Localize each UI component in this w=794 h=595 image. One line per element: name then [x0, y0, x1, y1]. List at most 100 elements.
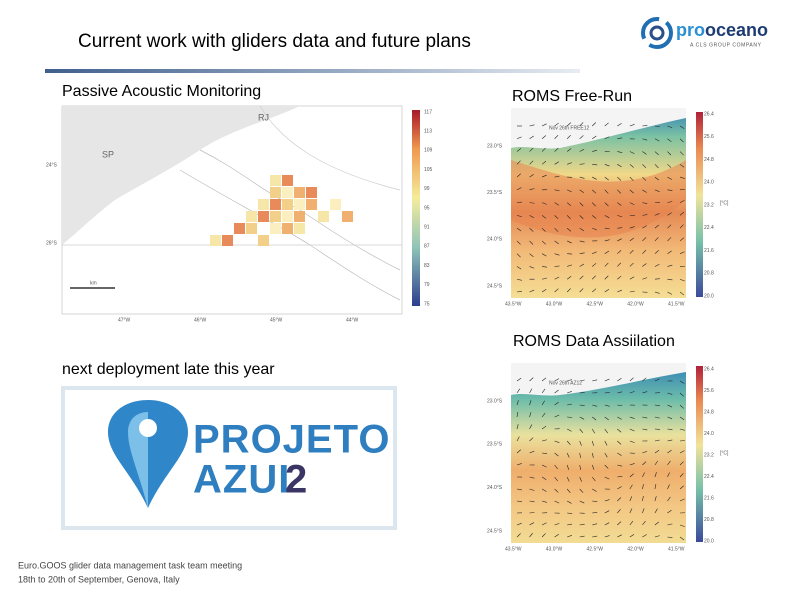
- current-arrow: [679, 536, 685, 541]
- current-arrow: [516, 201, 523, 203]
- current-arrow: [617, 464, 623, 467]
- current-arrow: [617, 123, 622, 127]
- current-arrow: [629, 377, 634, 382]
- current-arrow: [617, 262, 622, 267]
- colorbar-tick: 109: [424, 148, 433, 154]
- logo-swirl: [649, 25, 665, 41]
- current-arrow: [516, 522, 522, 526]
- current-arrow: [654, 404, 660, 407]
- current-arrow: [617, 509, 621, 514]
- current-arrow: [566, 227, 572, 232]
- current-arrow: [566, 464, 570, 470]
- current-arrow: [592, 523, 598, 526]
- current-arrow: [529, 522, 535, 526]
- current-arrow: [604, 440, 608, 446]
- current-arrow: [529, 450, 535, 454]
- current-arrow: [654, 250, 659, 254]
- current-arrow: [679, 450, 685, 454]
- current-arrow: [554, 202, 560, 206]
- logo-tagline: A CLS GROUP COMPANY: [690, 42, 762, 48]
- current-arrow: [529, 124, 535, 127]
- current-arrow: [542, 439, 547, 442]
- current-arrow: [654, 176, 660, 181]
- current-arrow: [592, 535, 598, 538]
- lon-label: 43.0°W: [546, 301, 563, 307]
- current-arrow: [679, 251, 685, 254]
- current-arrow: [554, 378, 560, 382]
- current-arrow: [604, 378, 610, 382]
- current-arrow: [642, 249, 647, 254]
- plot-title: Nov 26th FREE12: [549, 125, 590, 131]
- detection-cell: [210, 235, 221, 246]
- current-arrow: [654, 224, 659, 229]
- current-arrow: [592, 202, 596, 207]
- current-arrow: [629, 189, 634, 194]
- current-arrow: [679, 428, 685, 431]
- current-arrow: [516, 463, 522, 466]
- map-label: RJ: [258, 112, 269, 122]
- current-arrow: [592, 275, 596, 280]
- current-arrow: [554, 161, 560, 165]
- detection-cell: [258, 235, 269, 246]
- current-arrow: [667, 189, 673, 191]
- current-arrow: [554, 533, 559, 538]
- current-arrow: [567, 523, 573, 526]
- current-arrow: [566, 148, 572, 152]
- current-arrow: [604, 227, 610, 230]
- logo-suffix: oceano: [705, 20, 768, 40]
- current-arrow: [529, 174, 534, 178]
- current-arrow: [604, 215, 610, 219]
- current-arrow: [592, 135, 597, 140]
- colorbar-tick: 24.8: [704, 409, 714, 415]
- current-arrow: [516, 424, 519, 430]
- current-arrow: [667, 496, 671, 502]
- colorbar-tick: 20.8: [704, 517, 714, 523]
- current-arrow: [617, 377, 622, 382]
- current-arrow: [567, 162, 572, 165]
- current-arrow: [629, 484, 633, 490]
- current-arrow: [629, 534, 635, 538]
- current-arrow: [554, 240, 559, 245]
- colorbar-tick: 117: [424, 109, 432, 115]
- current-arrow: [617, 189, 622, 194]
- current-arrow: [579, 135, 584, 139]
- current-arrow: [654, 449, 660, 454]
- current-arrow: [679, 440, 685, 442]
- current-arrow: [629, 176, 634, 181]
- colorbar-tick: 105: [424, 167, 433, 173]
- current-arrow: [579, 440, 582, 446]
- current-arrow: [679, 404, 684, 409]
- current-arrow: [554, 175, 560, 178]
- current-arrow: [629, 164, 634, 168]
- current-arrow: [566, 440, 571, 446]
- current-arrow: [592, 149, 598, 152]
- colorbar-tick: 20.0: [704, 538, 714, 544]
- current-arrow: [541, 488, 547, 492]
- current-arrow: [541, 500, 547, 503]
- current-arrow: [541, 240, 546, 245]
- current-arrow: [654, 521, 660, 526]
- current-arrow: [604, 275, 609, 280]
- current-arrow: [667, 449, 672, 454]
- current-arrow: [541, 412, 546, 418]
- current-arrow: [667, 484, 670, 490]
- colorbar-tick: 24.0: [704, 180, 714, 186]
- current-arrow: [667, 264, 673, 267]
- current-arrow: [679, 416, 685, 421]
- current-arrow: [554, 189, 560, 192]
- current-arrow: [529, 488, 535, 491]
- current-arrow: [566, 488, 571, 494]
- current-arrow: [516, 488, 522, 491]
- lon-label: 46°W: [194, 317, 207, 323]
- current-arrow: [529, 188, 535, 191]
- current-arrow: [654, 460, 659, 466]
- current-arrow: [542, 266, 548, 268]
- current-arrow: [604, 122, 609, 127]
- current-arrow: [554, 389, 559, 394]
- current-arrow: [579, 500, 585, 504]
- current-arrow: [617, 289, 623, 293]
- current-arrow: [529, 227, 534, 232]
- current-arrow: [516, 449, 521, 454]
- logo-line1: PROJETO: [193, 418, 390, 462]
- detection-cell: [270, 211, 281, 222]
